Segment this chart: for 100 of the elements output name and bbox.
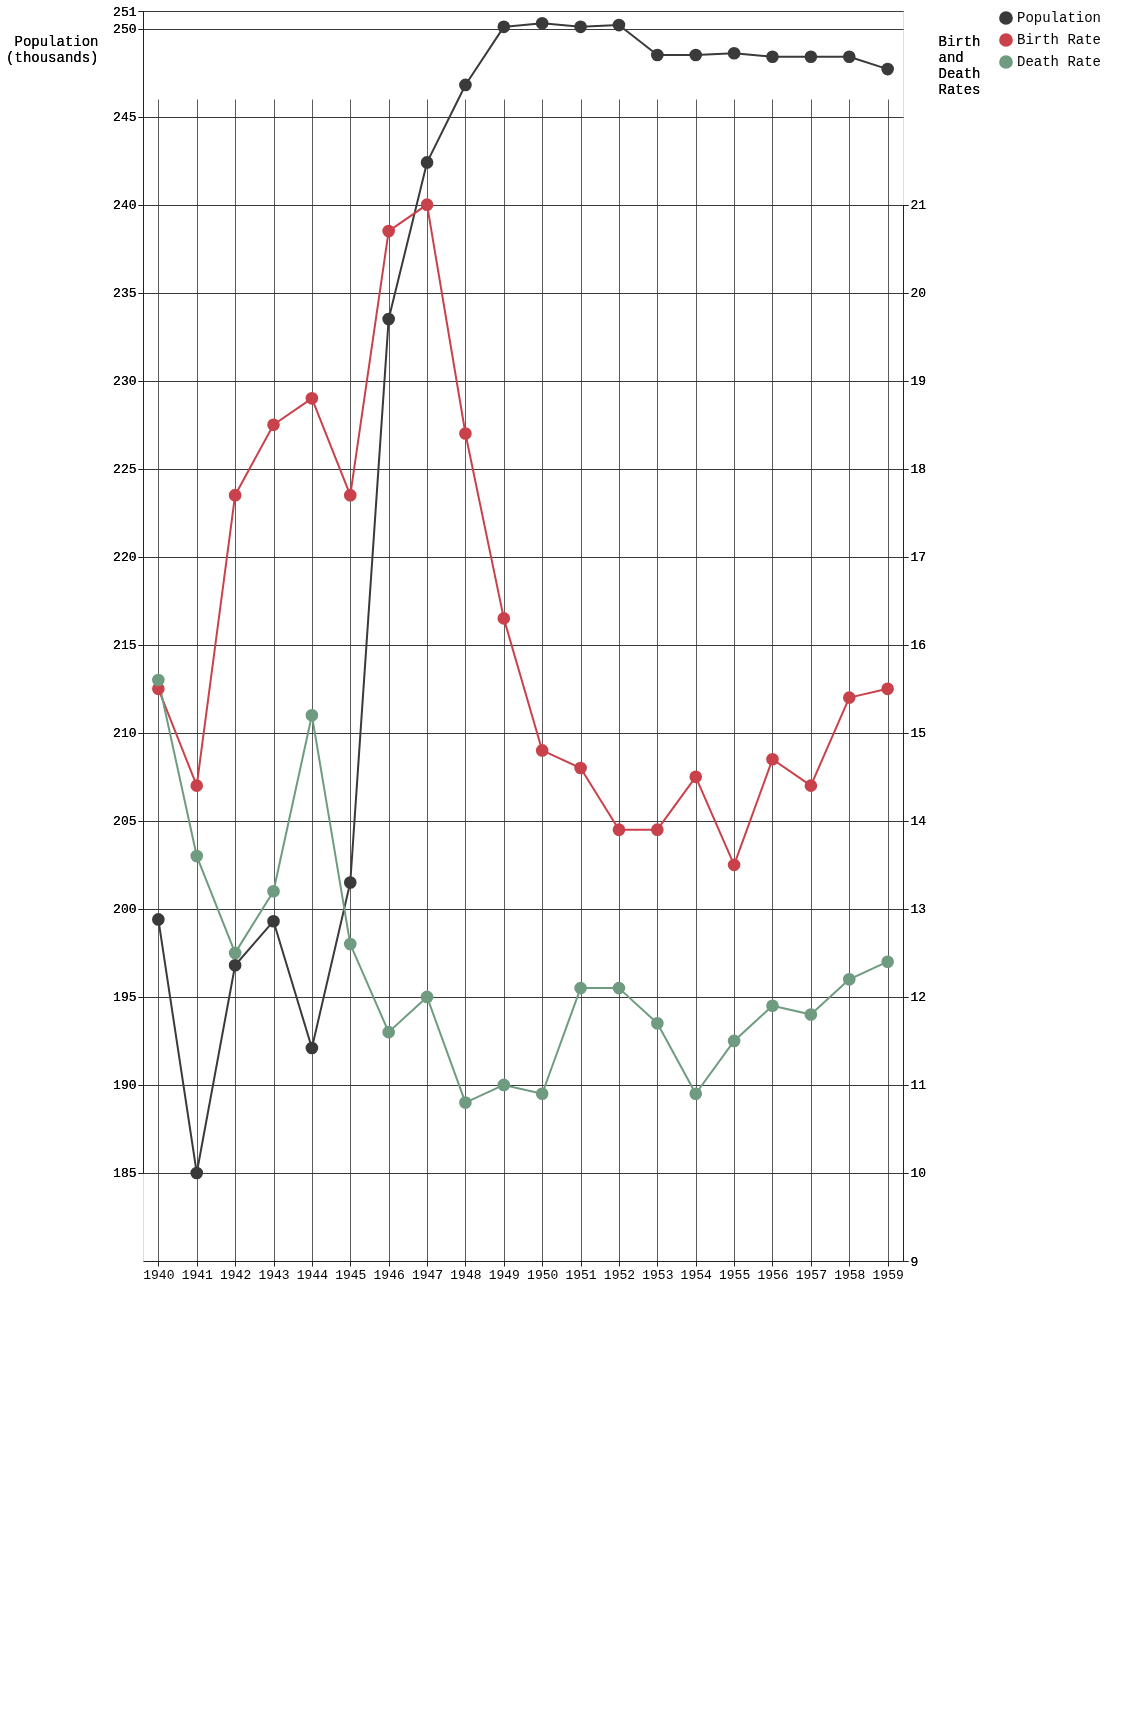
- point: [881, 955, 894, 969]
- y-axis-title: Population (thousands): [6, 33, 99, 66]
- x-tick-label: 1941: [181, 1267, 214, 1283]
- point: [612, 18, 626, 32]
- x-tick-label: 1951: [565, 1267, 597, 1283]
- y2-tick-label: 20: [910, 286, 927, 302]
- point: [689, 770, 703, 784]
- point: [228, 488, 242, 502]
- y2-tick-label: 17: [910, 550, 927, 566]
- point: [574, 20, 587, 34]
- point: [535, 17, 549, 30]
- point: [766, 752, 779, 766]
- y-tick-label: 205: [113, 814, 137, 830]
- x-tick-label: 1952: [603, 1267, 636, 1283]
- point: [727, 1034, 741, 1048]
- point: [612, 981, 626, 995]
- y2-tick-label: 14: [910, 814, 927, 830]
- point: [382, 312, 395, 326]
- point: [459, 427, 472, 440]
- point: [420, 990, 434, 1004]
- x-tick-label: 1942: [220, 1267, 252, 1283]
- y-tick-label: 250: [113, 22, 137, 38]
- y2-tick-label: 11: [910, 1078, 927, 1094]
- point: [228, 946, 242, 960]
- x-tick-label: 1949: [488, 1267, 520, 1283]
- point: [804, 779, 818, 792]
- y-tick-label: 220: [113, 550, 137, 566]
- x-tick-label: 1948: [450, 1267, 482, 1283]
- point: [651, 823, 664, 836]
- point: [651, 48, 664, 62]
- y-tick-label: 185: [113, 1166, 137, 1182]
- x-tick-label: 1940: [143, 1267, 175, 1283]
- y-tick-label: 251: [113, 4, 137, 20]
- point: [804, 50, 818, 64]
- point: [267, 914, 280, 928]
- x-tick-label: 1947: [411, 1267, 444, 1283]
- x-tick-label: 1956: [757, 1267, 789, 1283]
- legend-label: Birth Rate: [1017, 32, 1102, 48]
- y-tick-label: 210: [113, 726, 137, 742]
- point: [842, 50, 856, 64]
- point: [190, 849, 204, 863]
- point: [881, 62, 894, 76]
- x-tick-label: 1946: [373, 1267, 405, 1283]
- x-tick-label: 1950: [527, 1267, 559, 1283]
- point: [651, 1017, 664, 1030]
- point: [842, 973, 856, 986]
- point: [574, 761, 587, 775]
- y2-tick-label: 18: [910, 462, 927, 478]
- point: [420, 198, 434, 211]
- y-tick-label: 235: [113, 286, 137, 302]
- point: [574, 981, 587, 995]
- point: [689, 1087, 703, 1101]
- legend-label: Population: [1017, 10, 1102, 26]
- point: [190, 779, 204, 792]
- y-tick-label: 240: [113, 198, 137, 214]
- point: [382, 1025, 395, 1039]
- point: [535, 744, 549, 757]
- x-tick-label: 1958: [834, 1267, 866, 1283]
- point: [152, 673, 165, 687]
- point: [152, 913, 165, 926]
- y2-tick-label: 15: [910, 726, 927, 742]
- x-tick-label: 1953: [642, 1267, 674, 1283]
- point: [228, 958, 242, 972]
- y-tick-label: 200: [113, 902, 137, 918]
- point: [766, 999, 779, 1013]
- point: [497, 20, 511, 34]
- x-tick-label: 1955: [719, 1267, 751, 1283]
- point: [343, 876, 357, 889]
- y2-tick-label: 16: [910, 638, 927, 654]
- y2-tick-label: 21: [910, 198, 927, 214]
- x-tick-label: 1959: [872, 1267, 904, 1283]
- y-tick-label: 225: [113, 462, 137, 478]
- point: [343, 937, 357, 951]
- point: [459, 1096, 472, 1109]
- point: [305, 1041, 319, 1055]
- y2-tick-label: 12: [910, 990, 927, 1006]
- point: [382, 224, 395, 238]
- x-tick-label: 1957: [795, 1267, 827, 1283]
- point: [267, 418, 280, 432]
- point: [497, 1078, 511, 1092]
- point: [497, 612, 511, 625]
- x-tick-label: 1954: [680, 1267, 713, 1283]
- legend-label: Death Rate: [1017, 54, 1102, 70]
- point: [727, 46, 741, 60]
- x-tick-label: 1945: [335, 1267, 367, 1283]
- point: [612, 823, 626, 836]
- y-tick-label: 245: [113, 110, 137, 126]
- point: [881, 682, 894, 696]
- point: [267, 884, 280, 898]
- x-tick-label: 1943: [258, 1267, 290, 1283]
- y2-tick-label: 9: [910, 1254, 919, 1270]
- y2-tick-label: 13: [910, 902, 927, 918]
- y2-axis-title: Birth and Death Rates: [938, 33, 981, 98]
- y-tick-label: 230: [113, 374, 137, 390]
- y-tick-label: 195: [113, 990, 137, 1006]
- y-tick-label: 215: [113, 638, 137, 654]
- point: [420, 156, 434, 169]
- point: [459, 78, 472, 92]
- point: [343, 488, 357, 502]
- point: [766, 50, 779, 64]
